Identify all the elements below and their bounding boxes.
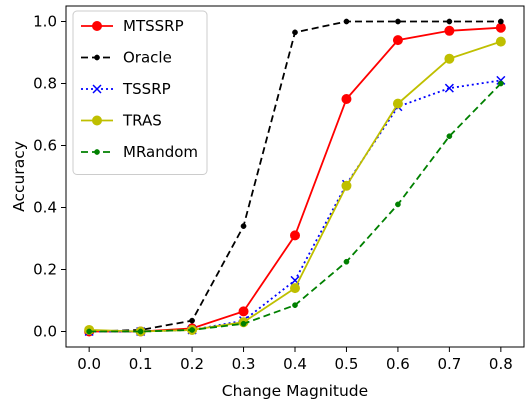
x-tick-label: 0.5 [335,355,359,373]
data-point-mrandom [189,327,195,333]
y-tick-label: 0.0 [33,323,57,341]
data-point-oracle [292,29,298,36]
y-tick-label: 0.4 [33,199,57,217]
y-tick-label: 0.2 [33,261,57,279]
legend-entry-mtssrp: MTSSRP [81,17,184,35]
legend-entry-mrandom: MRandom [81,143,198,161]
series-mrandom [86,80,504,335]
legend-label: Oracle [123,49,172,67]
data-point-tras [341,180,352,191]
x-axis-ticks: 0.0 0.1 0.2 0.3 0.4 0.5 0.6 0.7 0.8 [77,347,513,373]
legend-marker [92,21,102,31]
x-tick-label: 0.7 [437,355,461,373]
legend: MTSSRP Oracle TSSRP TRAS MRandom [72,10,208,175]
legend-entry-tras: TRAS [81,112,162,130]
legend-box [72,10,208,175]
legend-label: TSSRP [122,80,171,98]
data-point-mtssrp [341,94,352,104]
data-point-mrandom [343,258,350,265]
data-point-tras [290,283,300,294]
data-point-oracle [240,223,247,229]
x-tick-label: 0.6 [386,355,410,373]
x-tick-label: 0.8 [489,355,513,373]
data-point-mtssrp [238,306,249,317]
x-tick-label: 0.0 [77,355,101,373]
legend-entry-tssrp: TSSRP [81,80,171,98]
data-point-oracle [343,18,350,25]
data-point-mrandom [137,328,144,335]
data-point-oracle [395,18,401,25]
legend-label: MTSSRP [123,17,184,35]
y-tick-label: 1.0 [33,13,57,31]
data-point-mrandom [292,302,298,308]
legend-marker [94,54,100,61]
y-axis-label: Accuracy [10,141,28,212]
data-point-oracle [189,317,195,324]
x-axis-label: Change Magnitude [222,382,368,400]
data-point-mtssrp [392,35,403,46]
data-point-mtssrp [290,230,300,241]
data-point-mtssrp [444,25,455,36]
x-tick-label: 0.2 [180,355,204,373]
data-point-mtssrp [495,22,506,33]
data-point-tssrp [444,83,454,93]
y-tick-label: 0.6 [33,137,57,155]
data-point-mrandom [395,201,401,208]
y-tick-label: 0.8 [33,75,57,93]
data-point-mrandom [446,133,453,140]
legend-marker [92,84,102,94]
data-point-mrandom [240,320,247,327]
legend-label: TRAS [122,112,162,130]
x-tick-label: 0.4 [283,355,307,373]
legend-marker [94,149,100,155]
x-tick-label: 0.1 [129,355,153,373]
data-point-tras [495,36,506,47]
data-point-oracle [446,18,453,25]
y-axis-ticks: 0.0 0.2 0.4 0.6 0.8 1.0 [33,13,66,341]
legend-entry-oracle: Oracle [81,49,172,67]
x-tick-label: 0.3 [232,355,256,373]
data-point-mrandom [86,328,93,335]
legend-label: MRandom [123,143,198,161]
data-point-mrandom [497,80,504,87]
data-point-tras [444,53,455,64]
legend-marker [92,115,102,126]
data-point-tras [392,98,403,109]
series-layer [84,18,506,337]
data-point-oracle [497,18,504,25]
